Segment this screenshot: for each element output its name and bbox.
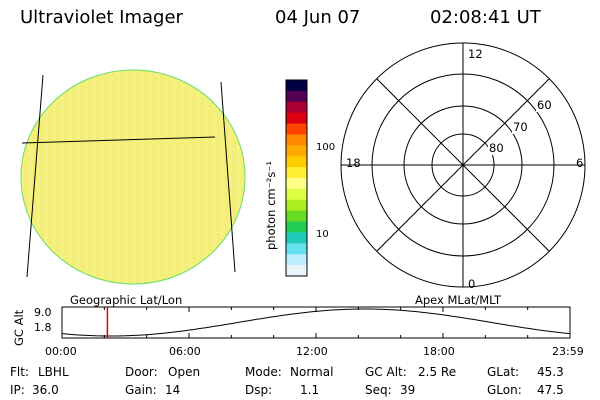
timeline-xtick-1200: 12:00 <box>296 345 328 358</box>
timeline-xtick-0000: 00:00 <box>45 345 77 358</box>
mlat-label-70: 70 <box>512 120 529 134</box>
mlt-label-6: 6 <box>576 156 584 170</box>
timeline-tick-marks <box>61 307 571 338</box>
ip-value: 36.0 <box>32 383 59 397</box>
timeline-xtick-2359: 23:59 <box>552 345 584 358</box>
seq-value: 39 <box>400 383 416 397</box>
colorbar-band <box>286 188 307 201</box>
geographic-caption: Geographic Lat/Lon <box>70 293 183 307</box>
dsp-label: Dsp: <box>245 383 273 397</box>
colorbar-band <box>286 210 307 223</box>
colorbar-band <box>286 178 307 190</box>
filter-label: Flt: <box>10 365 29 379</box>
door-value: Open <box>168 365 201 379</box>
seq-label: Seq: <box>365 383 392 397</box>
colorbar-band <box>286 199 307 212</box>
gc-alt-label: GC Alt: <box>365 365 407 379</box>
colorbar-band <box>286 145 307 157</box>
polar-plot <box>340 42 586 288</box>
filter-value: LBHL <box>38 365 69 379</box>
timeline-ymax: 9.0 <box>34 306 52 319</box>
geo-grid-line-left <box>26 74 44 278</box>
timeline-ymin: 1.8 <box>34 321 52 334</box>
glon-label: GLon: <box>487 383 522 397</box>
colorbar-band <box>286 80 307 92</box>
colorbar-frame <box>285 79 308 277</box>
mlt-label-12: 12 <box>468 47 483 61</box>
mlat-label-80: 80 <box>488 141 505 155</box>
timeline-ylabel: GC Alt <box>12 309 26 346</box>
colorbar-band <box>286 232 307 244</box>
gc-alt-value: 2.5 Re <box>418 365 457 379</box>
colorbar-tick-10: 10 <box>316 229 329 240</box>
colorbar-band <box>286 265 307 277</box>
colorbar-band <box>286 243 307 255</box>
colorbar-band <box>286 112 307 125</box>
glon-value: 47.5 <box>537 383 564 397</box>
colorbar-tick-100: 100 <box>316 142 336 153</box>
timeline-xtick-0600: 06:00 <box>169 345 201 358</box>
mlt-label-0: 0 <box>468 277 476 291</box>
mlat-label-60: 60 <box>536 98 553 112</box>
mode-label: Mode: <box>245 365 282 379</box>
colorbar-band <box>286 254 307 266</box>
mode-value: Normal <box>290 365 334 379</box>
gain-value: 14 <box>165 383 181 397</box>
geo-grid-line-right <box>220 81 236 273</box>
colorbar-band <box>286 156 307 168</box>
gain-label: Gain: <box>125 383 157 397</box>
glat-label: GLat: <box>487 365 520 379</box>
colorbar-band <box>286 221 307 233</box>
dsp-value: 1.1 <box>300 383 320 397</box>
door-label: Door: <box>125 365 158 379</box>
time-label: 02:08:41 UT <box>430 7 541 28</box>
earth-disk-image <box>20 69 246 285</box>
apex-caption: Apex MLat/MLT <box>415 293 502 307</box>
colorbar <box>286 80 307 277</box>
colorbar-unit-label: photon cm⁻²s⁻¹ <box>264 161 278 250</box>
date-label: 04 Jun 07 <box>275 7 361 28</box>
colorbar-band <box>286 167 307 179</box>
glat-value: 45.3 <box>537 365 564 379</box>
colorbar-band <box>286 134 307 146</box>
ip-label: IP: <box>10 383 25 397</box>
timeline-xtick-1800: 18:00 <box>423 345 455 358</box>
colorbar-band <box>286 101 307 114</box>
colorbar-band <box>286 123 307 135</box>
orbit-altitude-curve <box>61 308 571 337</box>
geo-grid-line-top <box>21 136 216 144</box>
mlt-label-18: 18 <box>346 156 361 170</box>
colorbar-band <box>286 90 307 103</box>
instrument-title: Ultraviolet Imager <box>20 7 183 28</box>
